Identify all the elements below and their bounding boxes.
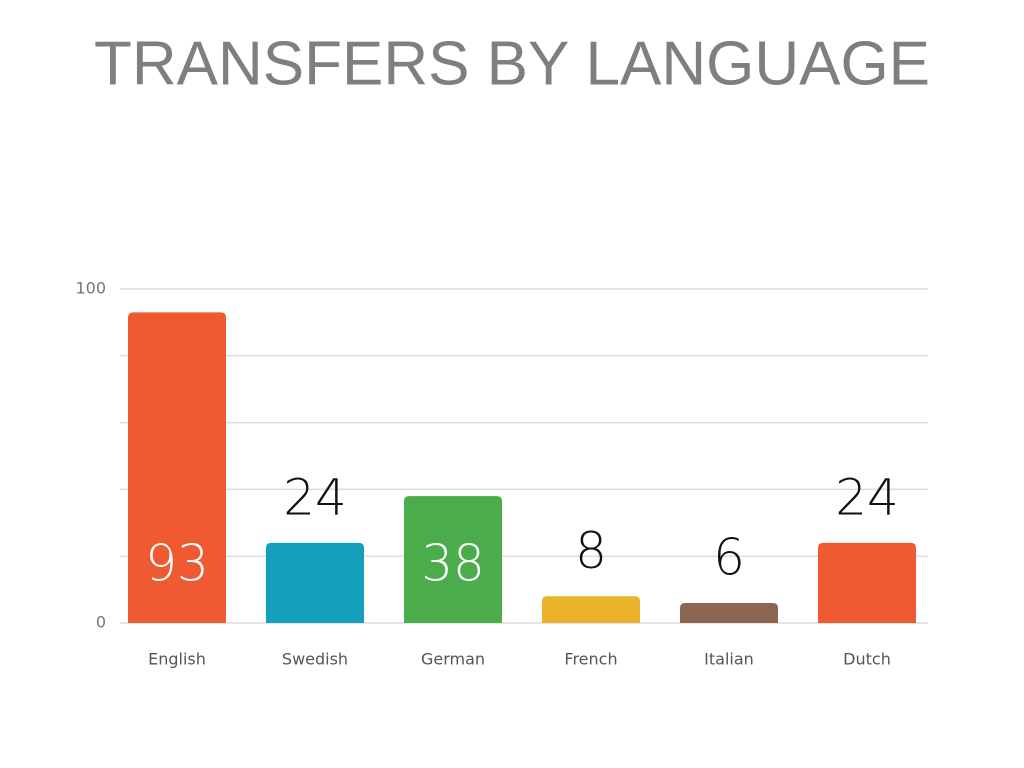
value-label: 8 bbox=[575, 522, 607, 580]
y-tick-label: 100 bbox=[75, 279, 106, 298]
value-label: 24 bbox=[283, 468, 347, 526]
bar bbox=[542, 596, 640, 623]
y-tick-label: 0 bbox=[96, 613, 106, 632]
value-label: 38 bbox=[421, 535, 485, 593]
x-tick-label: French bbox=[564, 650, 617, 669]
chart-title: TRANSFERS BY LANGUAGE bbox=[94, 29, 930, 98]
bar bbox=[680, 602, 778, 623]
x-tick-label: German bbox=[421, 650, 485, 669]
x-tick-label: Swedish bbox=[282, 650, 348, 669]
x-tick-label: English bbox=[148, 650, 206, 669]
bar bbox=[128, 312, 226, 623]
value-label: 24 bbox=[835, 468, 899, 526]
bar bbox=[404, 496, 502, 623]
x-tick-label: Dutch bbox=[843, 650, 891, 669]
x-tick-label: Italian bbox=[704, 650, 754, 669]
bar bbox=[266, 542, 364, 623]
value-label: 93 bbox=[145, 535, 209, 593]
value-label: 6 bbox=[713, 528, 745, 586]
bar bbox=[818, 542, 916, 623]
